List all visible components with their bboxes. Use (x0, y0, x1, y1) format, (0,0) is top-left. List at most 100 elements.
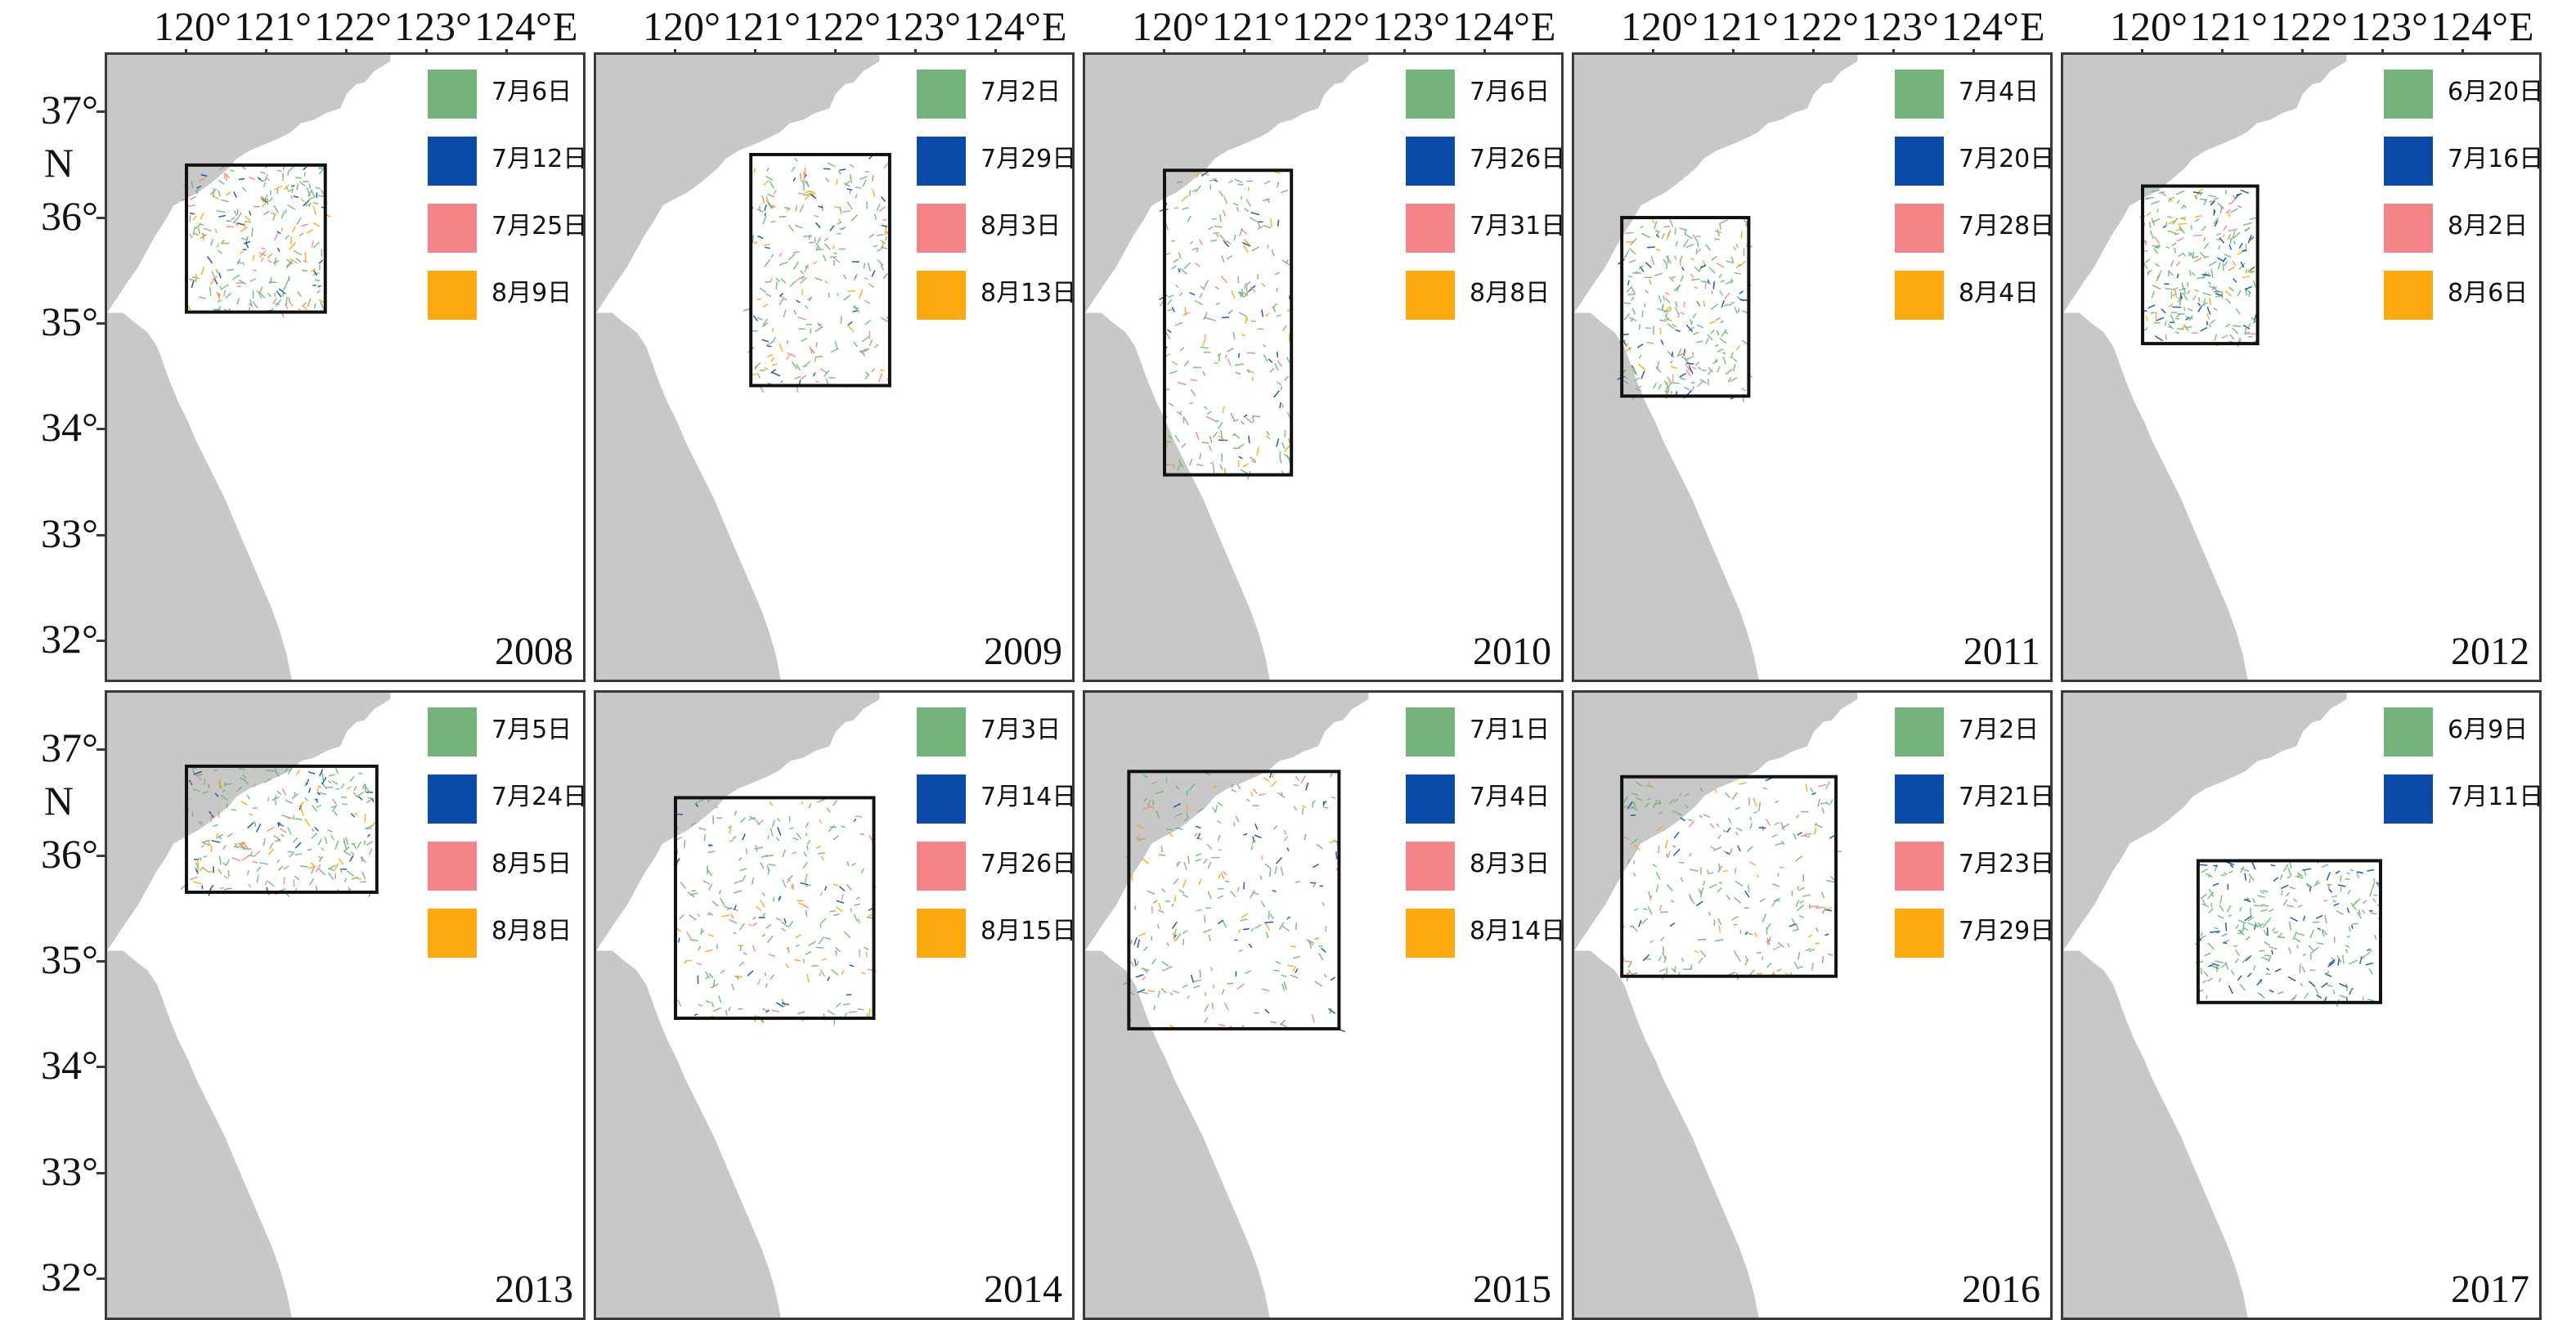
algae-patch (201, 839, 211, 843)
algae-patch (1637, 343, 1644, 348)
algae-patch (238, 767, 246, 770)
algae-patch (1635, 388, 1641, 392)
algae-patch (2155, 263, 2160, 267)
algae-patch (771, 371, 781, 377)
algae-patch (1201, 442, 1209, 444)
algae-patch (1717, 228, 1720, 237)
algae-patch (2207, 281, 2211, 285)
algae-patch (1679, 373, 1686, 378)
algae-patch (782, 879, 787, 888)
algae-patch (1669, 307, 1672, 311)
algae-patch (2167, 270, 2174, 276)
algae-patch (2197, 302, 2201, 306)
algae-patch (276, 169, 282, 173)
algae-patch (1655, 248, 1661, 252)
algae-patch (1740, 231, 1743, 239)
algae-patch (2176, 273, 2179, 279)
algae-patch (1658, 811, 1663, 815)
algae-patch (731, 983, 734, 991)
algae-patch (356, 878, 361, 880)
algae-patch (756, 820, 760, 826)
algae-patch (1797, 832, 1802, 836)
algae-patch (1674, 307, 1680, 315)
algae-patch (1713, 238, 1721, 240)
algae-patch (2152, 285, 2161, 290)
algae-patch (285, 303, 289, 310)
algae-patch (1202, 928, 1212, 933)
legend-date-label: 8月2日 (2448, 212, 2529, 240)
algae-patch (1715, 317, 1721, 321)
algae-patch (1314, 937, 1320, 941)
algae-patch (2217, 202, 2224, 209)
algae-patch (2215, 232, 2222, 236)
algae-patch (2365, 962, 2374, 966)
algae-patch (869, 339, 873, 346)
algae-patch (1269, 367, 1275, 373)
algae-patch (1671, 900, 1675, 903)
algae-patch (1697, 366, 1702, 370)
algae-patch (2162, 225, 2167, 228)
longitude-tick-label: 120° (2110, 3, 2188, 49)
algae-patch (311, 866, 315, 874)
algae-patch (1711, 256, 1717, 261)
algae-patch (1243, 833, 1248, 836)
algae-patch (1180, 464, 1184, 468)
algae-patch (218, 855, 222, 865)
algae-patch (2303, 915, 2306, 922)
algae-patch (236, 222, 245, 226)
algae-patch (1631, 792, 1639, 796)
algae-patch (1230, 891, 1236, 898)
algae-patch (1685, 234, 1693, 240)
algae-patch (1749, 861, 1757, 866)
algae-patch (1628, 259, 1636, 263)
algae-patch (201, 885, 204, 890)
algae-patch (883, 162, 890, 168)
algae-patch (1649, 940, 1654, 944)
algae-patch (254, 820, 257, 828)
algae-patch (285, 296, 288, 306)
algae-patch (708, 972, 714, 979)
algae-patch (1624, 960, 1632, 963)
algae-patch (1631, 296, 1635, 301)
algae-patch (321, 847, 325, 851)
algae-patch (1733, 363, 1736, 372)
algae-patch (1720, 219, 1728, 224)
algae-patch (267, 292, 272, 297)
legend-date-label: 8月15日 (981, 917, 1075, 945)
algae-patch (1675, 301, 1678, 308)
algae-patch (349, 855, 354, 862)
algae-patch (2255, 921, 2258, 928)
algae-patch (312, 222, 321, 227)
algae-patch (777, 827, 782, 836)
algae-patch (1301, 805, 1307, 809)
latitude-tick (96, 533, 105, 537)
algae-patch (1313, 800, 1316, 804)
algae-patch (820, 855, 824, 861)
latitude-tick (96, 216, 105, 219)
study-area-box (185, 764, 379, 894)
algae-patch (370, 822, 376, 828)
algae-patch (1323, 974, 1327, 978)
latitude-tick-label: 32° (41, 1254, 98, 1300)
algae-patch (680, 882, 686, 889)
algae-patch (303, 200, 310, 207)
algae-patch (1186, 811, 1189, 819)
algae-patch (2202, 980, 2206, 984)
algae-patch (1692, 351, 1694, 358)
algae-patch (2337, 884, 2346, 887)
algae-patch (1661, 233, 1665, 240)
algae-patch (272, 797, 280, 801)
algae-patch (708, 933, 714, 937)
algae-patch (839, 206, 842, 214)
algae-patch (299, 806, 304, 816)
algae-patch (754, 362, 761, 369)
algae-patch (236, 298, 240, 305)
algae-patch (196, 858, 200, 868)
algae-patch (1258, 792, 1266, 797)
algae-patch (1237, 352, 1241, 358)
algae-patch (800, 375, 807, 380)
algae-patch (2156, 274, 2161, 282)
algae-patch (1172, 932, 1176, 942)
algae-patch (226, 220, 232, 222)
algae-patch (2262, 920, 2269, 928)
